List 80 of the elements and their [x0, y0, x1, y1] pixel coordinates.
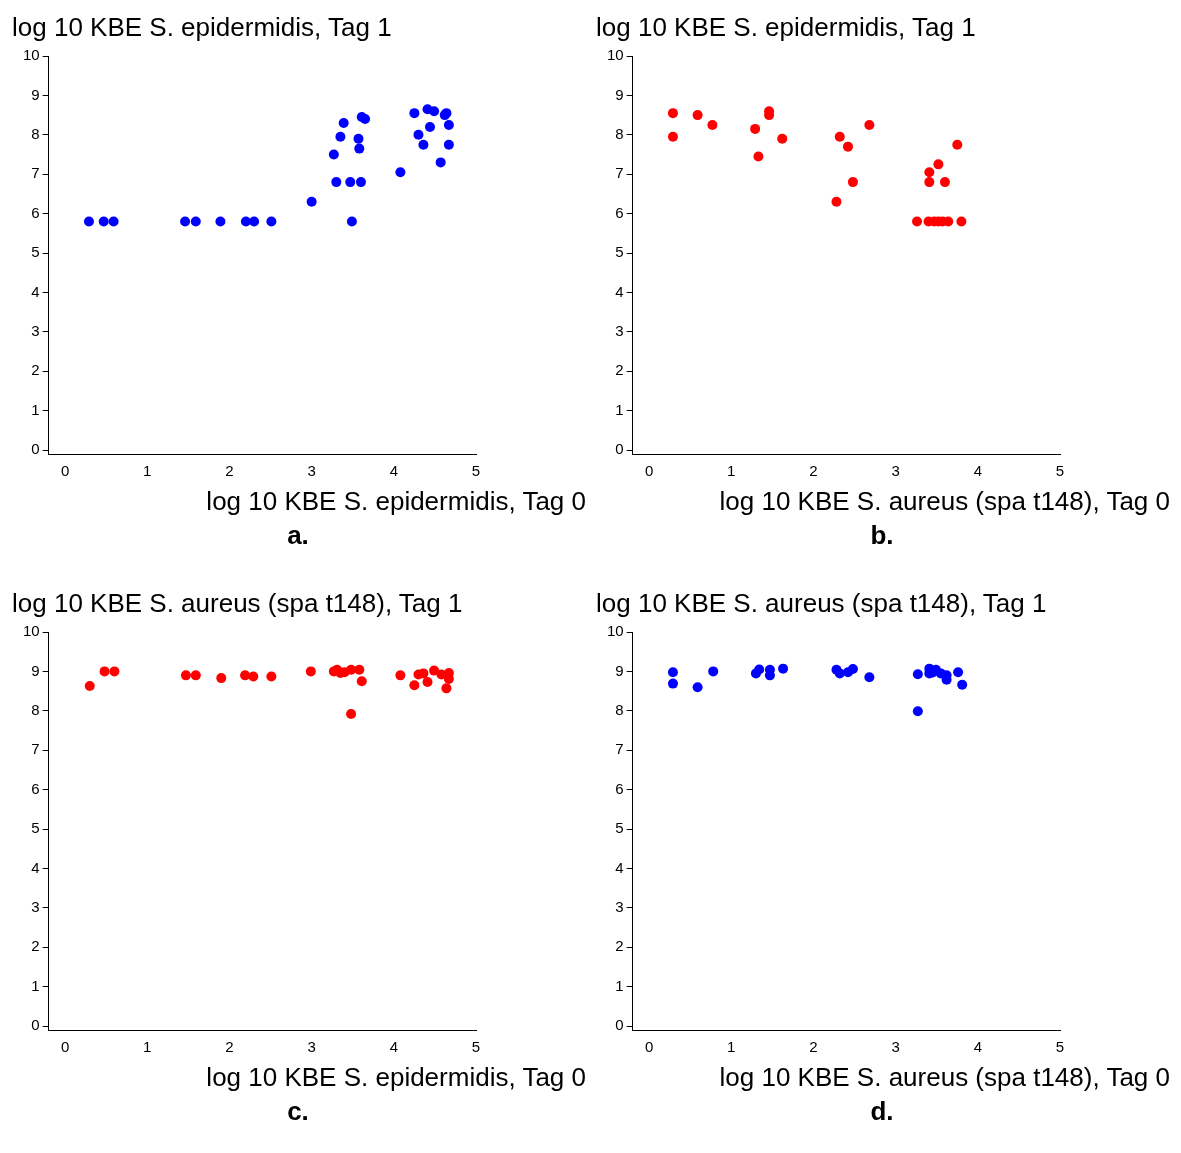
- y-tick-label: 2: [31, 361, 40, 379]
- chart-title: log 10 KBE S. aureus (spa t148), Tag 1: [596, 588, 1047, 619]
- y-tick-label: 6: [31, 203, 40, 221]
- y-tick-label: 1: [615, 400, 624, 418]
- chart-title: log 10 KBE S. aureus (spa t148), Tag 1: [12, 588, 463, 619]
- y-tick-label: 5: [615, 243, 624, 261]
- y-tick-label: 10: [607, 46, 624, 64]
- y-tick-label: 5: [31, 243, 40, 261]
- y-tick-label: 7: [31, 740, 40, 758]
- y-tick-label: 3: [615, 897, 624, 915]
- y-tick-label: 3: [31, 897, 40, 915]
- y-tick-label: 0: [31, 440, 40, 458]
- y-tick-label: 2: [615, 937, 624, 955]
- y-tick-label: 3: [615, 321, 624, 339]
- y-tick-label: 10: [607, 622, 624, 640]
- x-tick-label: 2: [809, 462, 818, 480]
- x-tick-label: 1: [727, 1038, 736, 1056]
- y-tick-label: 8: [31, 700, 40, 718]
- x-tick-label: 4: [973, 1038, 982, 1056]
- y-tick-label: 9: [615, 661, 624, 679]
- x-tick-label: 3: [307, 462, 316, 480]
- chart-title: log 10 KBE S. epidermidis, Tag 1: [12, 12, 392, 43]
- text: d.: [869, 1096, 895, 1127]
- y-tick-label: 3: [31, 321, 40, 339]
- text: c.: [286, 1096, 310, 1127]
- y-tick-label: 4: [31, 858, 40, 876]
- x-axis-title: log 10 KBE S. aureus (spa t148), Tag 0: [719, 486, 1170, 517]
- x-tick-label: 0: [644, 462, 654, 480]
- x-tick-label: 4: [389, 462, 398, 480]
- x-tick-label: 1: [727, 462, 736, 480]
- chart-title: log 10 KBE S. epidermidis, Tag 1: [596, 12, 976, 43]
- x-tick-label: 5: [471, 462, 481, 480]
- y-tick-label: 5: [615, 819, 624, 837]
- x-tick-label: 3: [891, 462, 900, 480]
- y-tick-label: 5: [31, 819, 40, 837]
- y-tick-label: 4: [615, 858, 624, 876]
- x-tick-label: 4: [389, 1038, 398, 1056]
- y-tick-label: 4: [31, 282, 40, 300]
- y-tick-label: 8: [615, 700, 624, 718]
- x-tick-label: 0: [60, 462, 70, 480]
- x-tick-label: 5: [471, 1038, 481, 1056]
- y-tick-label: 9: [615, 85, 624, 103]
- y-tick-label: 2: [615, 361, 624, 379]
- y-tick-label: 6: [615, 779, 624, 797]
- x-tick-label: 2: [225, 462, 234, 480]
- y-tick-label: 10: [23, 46, 40, 64]
- y-tick-label: 6: [615, 203, 624, 221]
- x-axis-title: log 10 KBE S. epidermidis, Tag 0: [206, 1062, 586, 1093]
- y-tick-label: 8: [615, 124, 624, 142]
- x-tick-label: 1: [143, 1038, 152, 1056]
- y-tick-label: 0: [615, 440, 624, 458]
- y-tick-label: 10: [23, 622, 40, 640]
- y-tick-label: 7: [615, 740, 624, 758]
- y-tick-label: 1: [31, 976, 40, 994]
- text: b.: [869, 520, 895, 551]
- x-tick-label: 5: [1055, 462, 1065, 480]
- y-tick-label: 7: [615, 164, 624, 182]
- x-tick-label: 0: [644, 1038, 654, 1056]
- y-tick-label: 1: [615, 976, 624, 994]
- x-axis-title: log 10 KBE S. aureus (spa t148), Tag 0: [719, 1062, 1170, 1093]
- y-tick-label: 9: [31, 85, 40, 103]
- x-tick-label: 4: [973, 462, 982, 480]
- x-tick-label: 2: [809, 1038, 818, 1056]
- x-tick-label: 0: [60, 1038, 70, 1056]
- x-tick-label: 5: [1055, 1038, 1065, 1056]
- y-tick-label: 0: [615, 1016, 624, 1034]
- x-tick-label: 1: [143, 462, 152, 480]
- text: a.: [286, 520, 310, 551]
- x-axis-title: log 10 KBE S. epidermidis, Tag 0: [206, 486, 586, 517]
- y-tick-label: 4: [615, 282, 624, 300]
- x-tick-label: 2: [225, 1038, 234, 1056]
- y-tick-label: 7: [31, 164, 40, 182]
- x-tick-label: 3: [307, 1038, 316, 1056]
- y-tick-label: 9: [31, 661, 40, 679]
- y-tick-label: 6: [31, 779, 40, 797]
- x-tick-label: 3: [891, 1038, 900, 1056]
- y-tick-label: 0: [31, 1016, 40, 1034]
- y-tick-label: 2: [31, 937, 40, 955]
- y-tick-label: 8: [31, 124, 40, 142]
- y-tick-label: 1: [31, 400, 40, 418]
